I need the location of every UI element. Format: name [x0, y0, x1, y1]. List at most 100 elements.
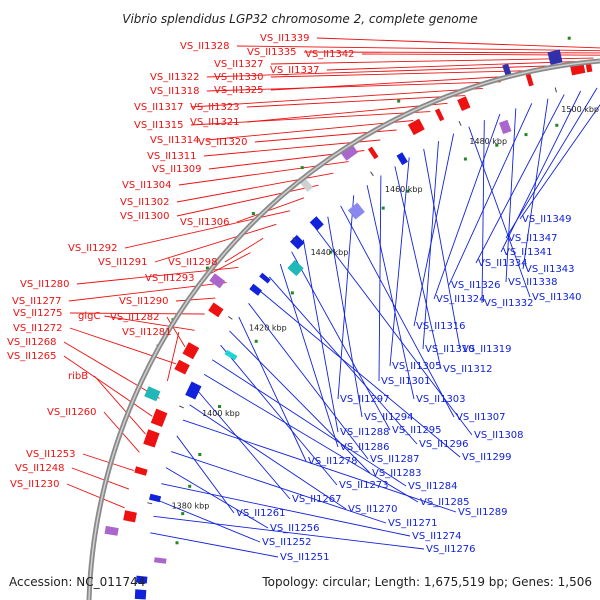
callout-line-7 [270, 70, 538, 78]
gene-feature-19 [290, 234, 305, 250]
chromosome-backbone-highlight [88, 60, 600, 600]
gene-label-vs-ii1288: VS_II1288 [340, 427, 390, 438]
gene-feature-12 [182, 342, 200, 360]
gene-label-vs-ii1260: VS_II1260 [47, 407, 97, 418]
gene-label-vs-ii1310: VS_II1310 [425, 344, 475, 355]
gene-label-vs-ii1284: VS_II1284 [408, 481, 458, 492]
callout-line-r-37 [165, 467, 269, 529]
tick-mark-1 [179, 405, 184, 409]
tick-label-3: 1440 kbp [311, 248, 349, 257]
callout-line-34 [63, 341, 160, 399]
gene-feature-2 [154, 557, 167, 564]
callout-line-30 [104, 315, 195, 331]
callout-line-r-25 [258, 289, 461, 458]
gene-label-vs-ii1281: VS_II1281 [122, 327, 172, 338]
callout-line-r-8 [481, 120, 485, 304]
feature-dot-14 [329, 250, 333, 254]
gene-label-vs-ii1307: VS_II1307 [456, 412, 506, 423]
tick-label-4: 1460 kbp [385, 185, 423, 194]
callout-line-r-1 [505, 87, 598, 239]
gene-feature-9 [144, 386, 161, 402]
gene-label-vs-ii1339: VS_II1339 [260, 33, 310, 44]
gene-label-vs-ii1321: VS_II1321 [190, 117, 240, 128]
gene-label-vs-ii1278: VS_II1278 [308, 456, 358, 467]
callout-line-r-40 [153, 515, 425, 550]
gene-feature-11 [174, 359, 190, 375]
gene-label-vs-ii1316: VS_II1316 [416, 321, 466, 332]
feature-dot-15 [300, 166, 304, 170]
accession-label: Accession: NC_011744 [9, 575, 145, 589]
callout-line-r-19 [327, 216, 363, 418]
callout-line-r-11 [422, 141, 439, 350]
callout-line-38 [82, 453, 134, 472]
gene-feature-23 [338, 141, 358, 161]
callout-line-4 [270, 57, 594, 65]
callout-line-r-18 [340, 205, 455, 418]
gene-feature-24 [367, 146, 379, 160]
gene-label-vs-ii1315: VS_II1315 [134, 120, 184, 131]
gene-label-vs-ii1318: VS_II1318 [150, 86, 200, 97]
feature-dot-19 [463, 157, 467, 161]
callout-line-r-14 [394, 166, 442, 370]
callout-line-r-26 [248, 303, 369, 460]
gene-feature-14 [208, 302, 224, 318]
gene-label-vs-ii1277: VS_II1277 [12, 296, 62, 307]
gene-feature-17 [259, 272, 271, 284]
gene-label-vs-ii1294: VS_II1294 [364, 412, 414, 423]
gene-feature-22 [347, 202, 365, 220]
feature-dot-4 [188, 484, 192, 488]
callout-line-r-2 [500, 90, 582, 253]
gene-label-vs-ii1273: VS_II1273 [339, 480, 389, 491]
gene-label-vs-ii1343: VS_II1343 [525, 264, 575, 275]
feature-dot-10 [254, 339, 258, 343]
feature-dot-22 [555, 123, 559, 127]
feature-dot-5 [198, 453, 202, 456]
gene-label-vs-ii1298: VS_II1298 [168, 257, 218, 268]
callout-line-35 [63, 355, 153, 417]
gene-feature-18 [287, 260, 304, 277]
gene-label-vs-ii1282: VS_II1282 [110, 312, 160, 323]
callout-line-40 [66, 483, 125, 509]
gene-feature-20 [309, 216, 324, 231]
map-title: Vibrio splendidus LGP32 chromosome 2, co… [122, 12, 477, 26]
gene-label-vs-ii1320: VS_II1320 [198, 137, 248, 148]
callout-line-r-10 [413, 133, 455, 327]
position-ticks: 1380 kbp 1400 kbp 1420 kbp 1440 kbp 1460 kbp… [147, 87, 599, 510]
feature-dot-12 [290, 291, 294, 295]
gene-label-vs-ii1289: VS_II1289 [458, 507, 508, 518]
gene-label-vs-ii1251: VS_II1251 [280, 552, 330, 563]
feature-dot-17 [406, 189, 410, 193]
gene-label-vs-ii1292: VS_II1292 [68, 243, 118, 254]
callout-line-r-20 [315, 227, 473, 436]
tick-label-6: 1500 kbp [561, 105, 599, 114]
tick-label-5: 1480 kbp [469, 137, 507, 146]
tick-mark-3 [292, 237, 297, 242]
gene-label-vs-ii1342: VS_II1342 [305, 49, 355, 60]
gene-label-vs-ii1291: VS_II1291 [98, 257, 148, 268]
callout-line-r-34 [182, 419, 457, 513]
feature-dot-20 [495, 143, 499, 147]
callout-line-5 [326, 61, 575, 71]
gene-label-vs-ii1293: VS_II1293 [145, 273, 195, 284]
gene-label-vs-ii1274: VS_II1274 [412, 531, 462, 542]
callout-line-r-21 [302, 239, 339, 433]
callout-line-31 [166, 316, 186, 348]
genome-summary: Topology: circular; Length: 1,675,519 bp… [261, 575, 592, 589]
gene-feature-16 [249, 283, 262, 296]
callout-line-32 [69, 327, 177, 365]
callout-line-r-41 [150, 532, 279, 558]
gene-label-vs-ii1309: VS_II1309 [152, 164, 202, 175]
gene-label-vs-ii1283: VS_II1283 [372, 468, 422, 479]
callout-line-r-35 [176, 435, 235, 514]
callout-line-6 [206, 65, 557, 78]
gene-feature-28 [457, 96, 471, 111]
feature-dot-23 [567, 36, 571, 40]
gene-feature-5 [149, 493, 162, 503]
gene-label-vs-ii1332: VS_II1332 [484, 298, 534, 309]
tick-label-0: 1380 kbp [172, 501, 210, 510]
callout-line-14 [206, 120, 414, 141]
gene-label-vs-ii1256: VS_II1256 [270, 523, 320, 534]
gene-feature-29 [499, 119, 512, 135]
feature-dot-3 [181, 512, 185, 516]
gene-label-vs-ii1308: VS_II1308 [474, 430, 524, 441]
